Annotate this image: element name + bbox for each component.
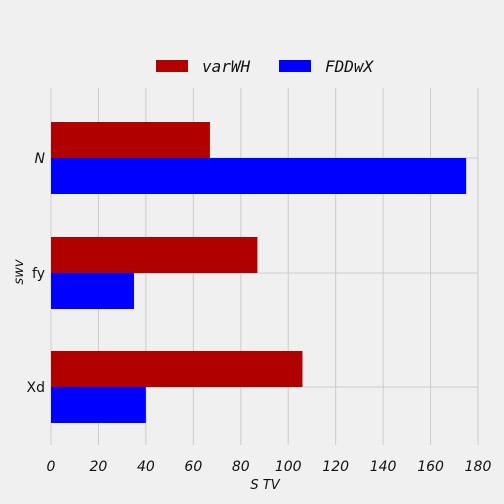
x-tick-label: 80	[232, 459, 250, 475]
x-tick-label: 120	[322, 459, 349, 475]
x-tick-label: 100	[275, 459, 302, 475]
bar-varWH-Xd	[51, 351, 302, 387]
legend-swatch-varWH	[156, 60, 188, 72]
x-tick-label: 140	[370, 459, 397, 475]
legend-swatch-FDDwX	[279, 60, 311, 72]
x-tick-label: 0	[47, 459, 56, 475]
x-axis-label: S TV	[250, 478, 280, 493]
x-tick-label: 40	[137, 459, 155, 475]
x-tick-label: 20	[90, 459, 108, 475]
x-tick-label: 160	[417, 459, 444, 475]
y-tick-label: Xd	[27, 380, 45, 396]
y-axis-label: swv	[12, 259, 27, 284]
bar-varWH-fy	[51, 237, 257, 273]
legend-label-varWH: varWH	[202, 57, 251, 76]
legend-label-FDDwX: FDDwX	[325, 57, 375, 76]
bar-FDDwX-fy	[51, 273, 134, 309]
y-tick-label: fy	[32, 266, 45, 282]
bar-FDDwX-N	[51, 158, 466, 194]
bar-varWH-N	[51, 122, 210, 158]
bar-FDDwX-Xd	[51, 387, 146, 423]
x-tick-label: 180	[465, 459, 492, 475]
x-tick-label: 60	[184, 459, 202, 475]
y-tick-label: N	[35, 151, 46, 167]
